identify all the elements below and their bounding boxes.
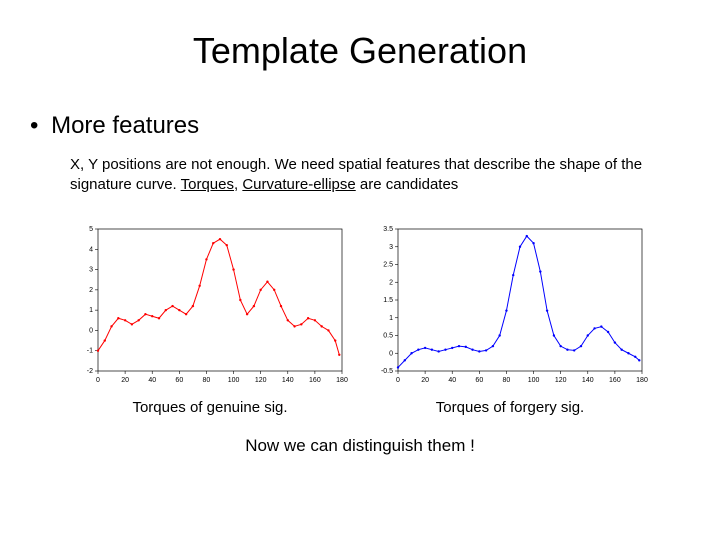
charts-row: -2-1012345020406080100120140160180 Torqu… xyxy=(60,221,660,416)
conclusion-text: Now we can distinguish them ! xyxy=(30,436,690,456)
chart-left: -2 -1 0 1 2 3 4 5 0 20 40 60 80 100 120 140 160 180 xyxy=(70,221,350,391)
svg-text:0.5: 0.5 xyxy=(383,332,393,339)
svg-text:100: 100 xyxy=(228,377,240,384)
svg-text:2.5: 2.5 xyxy=(383,261,393,268)
svg-text:40: 40 xyxy=(148,377,156,384)
chart-right: -0.500.511.522.533.502040608010012014016… xyxy=(370,221,650,391)
svg-text:180: 180 xyxy=(336,377,348,384)
svg-text:140: 140 xyxy=(582,377,594,384)
svg-text:40: 40 xyxy=(448,377,456,384)
chart-right-caption: Torques of forgery sig. xyxy=(370,399,650,416)
svg-text:4: 4 xyxy=(89,246,93,253)
chart-left-caption: Torques of genuine sig. xyxy=(70,399,350,416)
svg-text:1: 1 xyxy=(389,314,393,321)
svg-text:1: 1 xyxy=(89,307,93,314)
svg-text:180: 180 xyxy=(636,377,648,384)
svg-text:160: 160 xyxy=(609,377,621,384)
svg-text:120: 120 xyxy=(255,377,267,384)
body-underline-2: Curvature-ellipse xyxy=(242,176,355,193)
body-text: X, Y positions are not enough. We need s… xyxy=(70,155,660,196)
slide: Template Generation More features X, Y p… xyxy=(0,0,720,540)
svg-text:0: 0 xyxy=(89,327,93,334)
svg-text:2: 2 xyxy=(389,279,393,286)
svg-text:80: 80 xyxy=(503,377,511,384)
slide-title: Template Generation xyxy=(30,30,690,72)
chart-right-box: -0.500.511.522.533.502040608010012014016… xyxy=(370,221,650,416)
svg-text:20: 20 xyxy=(421,377,429,384)
svg-text:-1: -1 xyxy=(87,347,93,354)
svg-text:100: 100 xyxy=(528,377,540,384)
bullet-more-features: More features xyxy=(30,112,690,140)
svg-text:60: 60 xyxy=(475,377,483,384)
svg-text:120: 120 xyxy=(555,377,567,384)
svg-text:0: 0 xyxy=(396,377,400,384)
svg-text:80: 80 xyxy=(203,377,211,384)
svg-text:140: 140 xyxy=(282,377,294,384)
body-underline-1: Torques xyxy=(181,176,234,193)
svg-text:0: 0 xyxy=(96,377,100,384)
body-post: are candidates xyxy=(356,176,459,193)
svg-text:5: 5 xyxy=(89,226,93,233)
svg-text:3: 3 xyxy=(389,243,393,250)
svg-text:20: 20 xyxy=(121,377,129,384)
svg-text:0: 0 xyxy=(389,350,393,357)
svg-text:60: 60 xyxy=(175,377,183,384)
svg-text:1.5: 1.5 xyxy=(383,297,393,304)
svg-text:-0.5: -0.5 xyxy=(381,368,393,375)
svg-text:3: 3 xyxy=(89,266,93,273)
svg-text:-2: -2 xyxy=(87,368,93,375)
chart-left-box: -2 -1 0 1 2 3 4 5 0 20 40 60 80 100 120 140 160 180 Torqu… xyxy=(70,221,350,416)
svg-text:160: 160 xyxy=(309,377,321,384)
svg-text:3.5: 3.5 xyxy=(383,226,393,233)
svg-text:2: 2 xyxy=(89,286,93,293)
